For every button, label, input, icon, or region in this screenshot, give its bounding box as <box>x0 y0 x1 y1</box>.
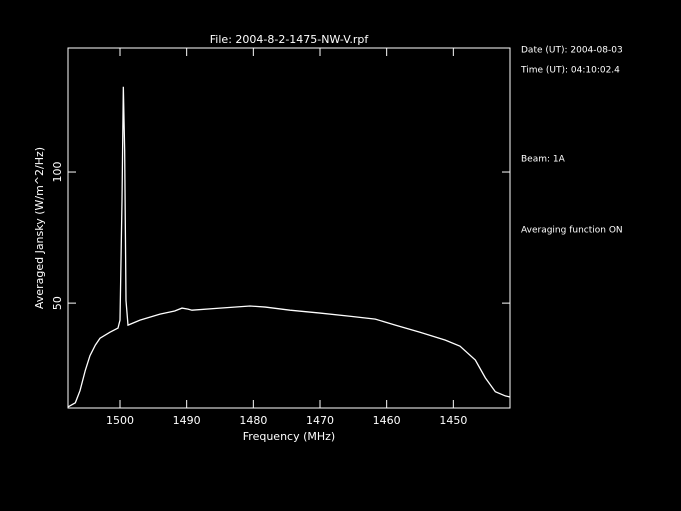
plot-frame <box>67 47 511 409</box>
annotation: Averaging function ON <box>521 226 623 236</box>
x-axis-label: Frequency (MHz) <box>243 430 335 443</box>
annotation: Date (UT): 2004-08-03 <box>521 46 623 56</box>
y-tick-label: 50 <box>51 296 64 310</box>
x-tick-label: 1470 <box>306 414 334 427</box>
x-tick-label: 1450 <box>439 414 467 427</box>
data-line <box>67 86 511 408</box>
x-tick-label: 1460 <box>373 414 401 427</box>
annotation: Time (UT): 04:10:02.4 <box>520 66 620 76</box>
y-axis-label: Averaged Jansky (W/m^2/Hz) <box>33 147 46 309</box>
chart-title: File: 2004-8-2-1475-NW-V.rpf <box>210 33 370 46</box>
x-tick-label: 1480 <box>239 414 267 427</box>
annotation: Beam: 1A <box>521 155 566 165</box>
y-tick-label: 100 <box>51 162 64 183</box>
x-tick-label: 1500 <box>106 414 134 427</box>
x-tick-label: 1490 <box>173 414 201 427</box>
